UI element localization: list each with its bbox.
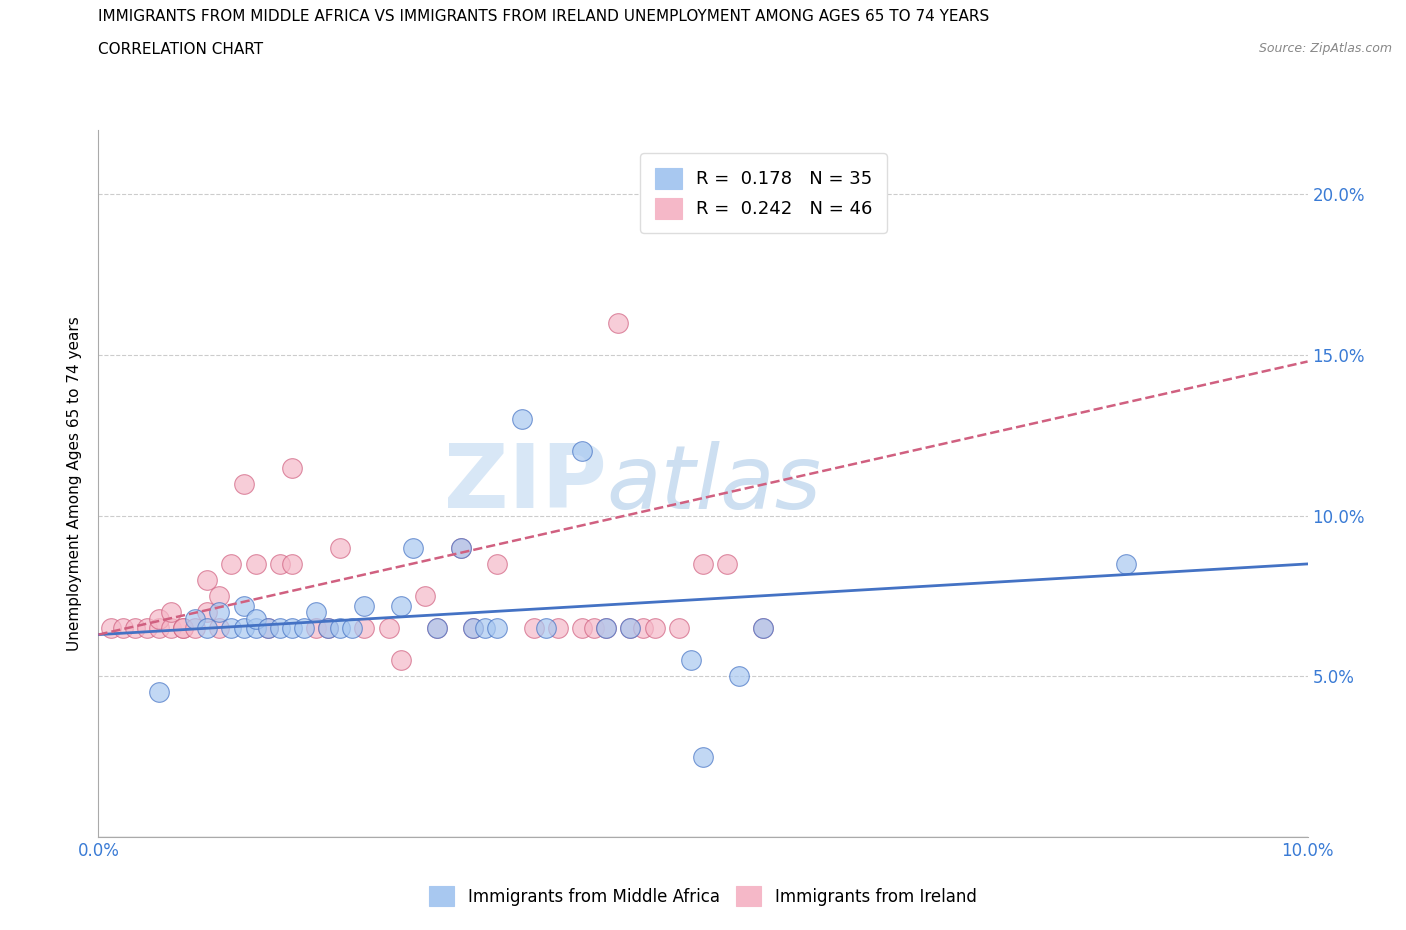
Text: IMMIGRANTS FROM MIDDLE AFRICA VS IMMIGRANTS FROM IRELAND UNEMPLOYMENT AMONG AGES: IMMIGRANTS FROM MIDDLE AFRICA VS IMMIGRA…	[98, 9, 990, 24]
Point	[281, 620, 304, 635]
Point	[510, 412, 533, 427]
Point	[752, 620, 775, 635]
Point	[486, 556, 509, 571]
Point	[281, 460, 304, 475]
Point	[221, 556, 243, 571]
Point	[692, 750, 714, 764]
Point	[208, 589, 231, 604]
Text: CORRELATION CHART: CORRELATION CHART	[98, 42, 263, 57]
Point	[547, 620, 569, 635]
Point	[450, 540, 472, 555]
Point	[305, 604, 328, 619]
Point	[583, 620, 606, 635]
Point	[172, 620, 194, 635]
Point	[269, 620, 291, 635]
Point	[245, 611, 267, 626]
Point	[571, 444, 593, 458]
Text: atlas: atlas	[606, 441, 821, 526]
Point	[595, 620, 617, 635]
Point	[256, 620, 278, 635]
Point	[668, 620, 690, 635]
Point	[135, 620, 157, 635]
Point	[595, 620, 617, 635]
Point	[426, 620, 449, 635]
Point	[571, 620, 593, 635]
Text: Source: ZipAtlas.com: Source: ZipAtlas.com	[1258, 42, 1392, 55]
Point	[619, 620, 641, 635]
Point	[402, 540, 425, 555]
Point	[619, 620, 641, 635]
Point	[679, 653, 702, 668]
Point	[148, 620, 170, 635]
Point	[450, 540, 472, 555]
Point	[389, 598, 412, 613]
Point	[256, 620, 278, 635]
Point	[413, 589, 436, 604]
Point	[305, 620, 328, 635]
Legend: Immigrants from Middle Africa, Immigrants from Ireland: Immigrants from Middle Africa, Immigrant…	[423, 880, 983, 912]
Point	[232, 476, 254, 491]
Point	[342, 620, 364, 635]
Point	[607, 315, 630, 330]
Point	[463, 620, 485, 635]
Point	[389, 653, 412, 668]
Legend: R =  0.178   N = 35, R =  0.242   N = 46: R = 0.178 N = 35, R = 0.242 N = 46	[640, 153, 887, 233]
Point	[160, 620, 183, 635]
Point	[1115, 556, 1137, 571]
Point	[292, 620, 315, 635]
Y-axis label: Unemployment Among Ages 65 to 74 years: Unemployment Among Ages 65 to 74 years	[67, 316, 83, 651]
Point	[269, 556, 291, 571]
Point	[195, 620, 218, 635]
Point	[245, 620, 267, 635]
Point	[172, 620, 194, 635]
Point	[160, 604, 183, 619]
Point	[316, 620, 339, 635]
Point	[316, 620, 339, 635]
Point	[426, 620, 449, 635]
Point	[377, 620, 399, 635]
Point	[523, 620, 546, 635]
Point	[752, 620, 775, 635]
Point	[728, 669, 751, 684]
Point	[692, 556, 714, 571]
Point	[184, 620, 207, 635]
Point	[353, 598, 375, 613]
Point	[644, 620, 666, 635]
Point	[353, 620, 375, 635]
Point	[245, 556, 267, 571]
Point	[534, 620, 557, 635]
Point	[463, 620, 485, 635]
Point	[474, 620, 496, 635]
Point	[716, 556, 738, 571]
Point	[148, 611, 170, 626]
Point	[195, 604, 218, 619]
Point	[195, 573, 218, 588]
Point	[148, 685, 170, 700]
Point	[631, 620, 654, 635]
Point	[124, 620, 146, 635]
Text: ZIP: ZIP	[443, 440, 606, 527]
Point	[221, 620, 243, 635]
Point	[486, 620, 509, 635]
Point	[232, 620, 254, 635]
Point	[208, 604, 231, 619]
Point	[329, 620, 352, 635]
Point	[329, 540, 352, 555]
Point	[208, 620, 231, 635]
Point	[184, 611, 207, 626]
Point	[100, 620, 122, 635]
Point	[232, 598, 254, 613]
Point	[281, 556, 304, 571]
Point	[111, 620, 134, 635]
